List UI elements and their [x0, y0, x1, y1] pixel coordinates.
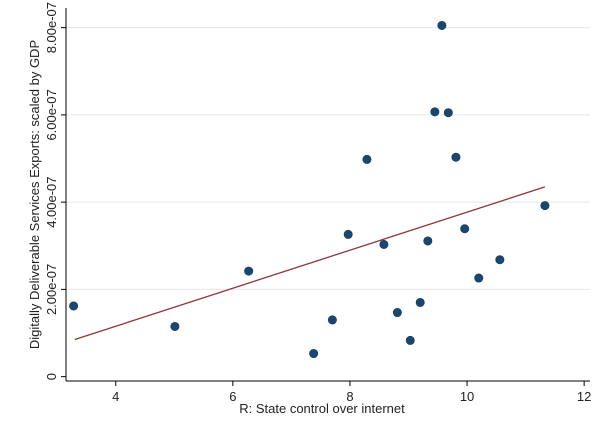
y-tick-label: 2.00e-07: [44, 264, 59, 315]
x-tick-label: 4: [112, 389, 119, 404]
x-tick-label: 8: [346, 389, 353, 404]
data-points: [69, 20, 550, 359]
data-point: [540, 201, 550, 211]
data-point: [443, 108, 453, 118]
data-point: [392, 308, 402, 318]
y-tick-label: 4.00e-07: [44, 176, 59, 227]
data-point: [362, 154, 372, 164]
data-point: [415, 297, 425, 307]
data-point: [430, 107, 440, 117]
x-axis-label: R: State control over internet: [239, 401, 405, 416]
x-tick-label: 6: [229, 389, 236, 404]
data-point: [451, 152, 461, 162]
data-point: [170, 321, 180, 331]
y-tick-label: 6.00e-07: [44, 89, 59, 140]
data-point: [460, 224, 470, 234]
data-point: [379, 239, 389, 249]
gridlines: [66, 27, 590, 290]
data-point: [309, 349, 319, 359]
y-axis-label: Digitally Deliverable Services Exports: …: [27, 40, 42, 349]
y-tick-label: 0: [44, 373, 59, 380]
data-point: [327, 315, 337, 325]
y-tick-label: 8.00e-07: [44, 2, 59, 53]
fitted-line-layer: [74, 186, 546, 341]
data-point: [437, 20, 447, 30]
data-point: [405, 335, 415, 345]
data-point: [69, 301, 79, 311]
data-point: [423, 236, 433, 246]
data-point: [343, 229, 353, 239]
x-tick-label: 12: [577, 389, 591, 404]
data-point: [495, 255, 505, 265]
data-point: [474, 273, 484, 283]
axis-ticks: 0 2.00e-07 4.00e-07 6.00e-07 8.00e-07 4 6 8 10 12: [44, 2, 591, 404]
x-tick-label: 10: [460, 389, 474, 404]
data-point: [244, 266, 254, 276]
fitted-line: [74, 186, 546, 341]
